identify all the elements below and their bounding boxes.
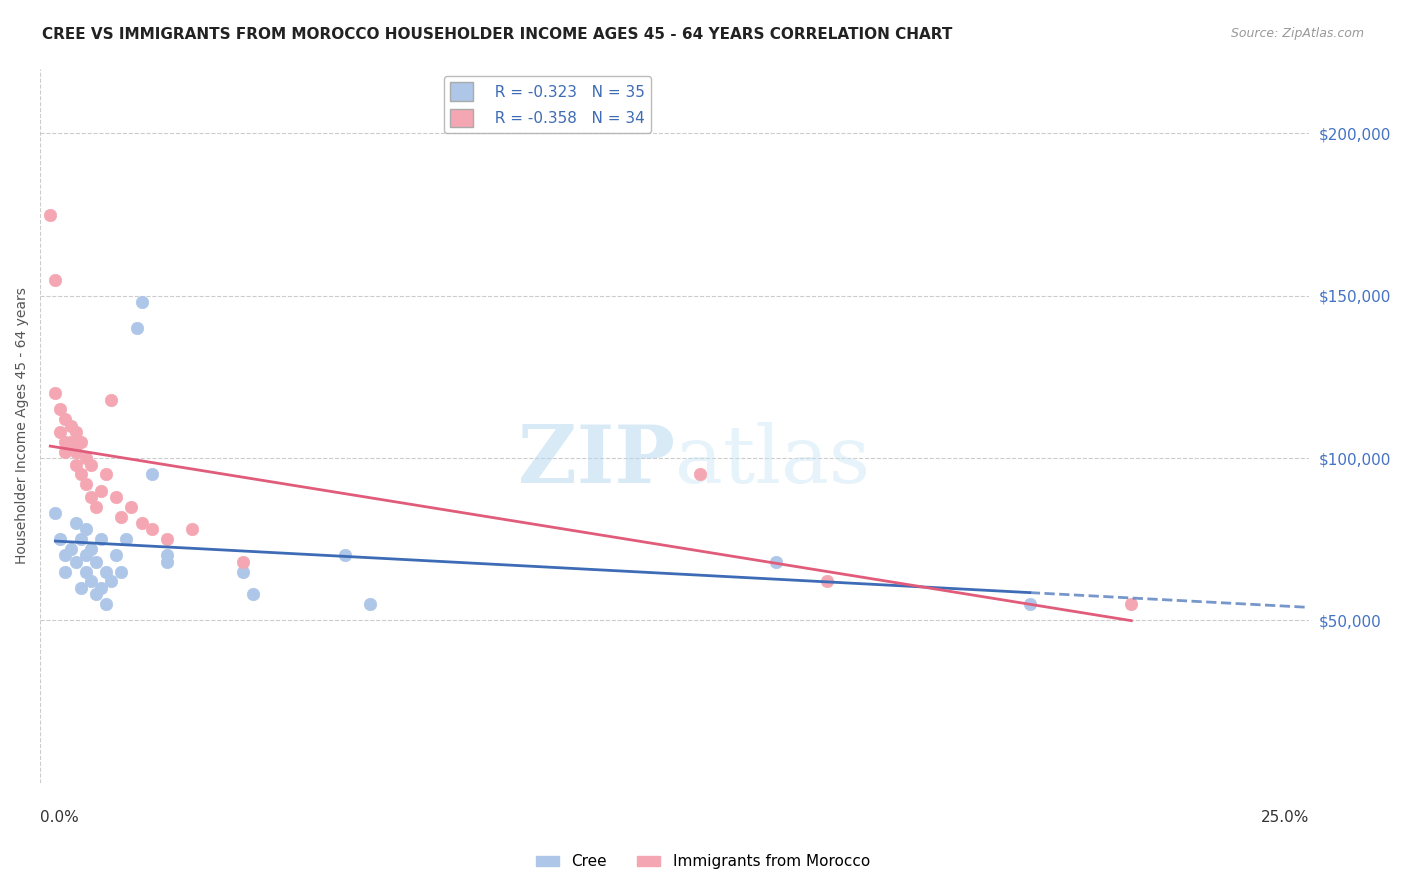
Point	[110, 565, 132, 579]
Point	[232, 565, 254, 579]
Legend:   R = -0.323   N = 35,   R = -0.358   N = 34: R = -0.323 N = 35, R = -0.358 N = 34	[444, 76, 651, 133]
Text: ZIP: ZIP	[517, 422, 675, 500]
Point	[49, 425, 72, 439]
Point	[84, 500, 107, 514]
Point	[80, 490, 103, 504]
Legend: Cree, Immigrants from Morocco: Cree, Immigrants from Morocco	[530, 848, 876, 875]
Text: Source: ZipAtlas.com: Source: ZipAtlas.com	[1230, 27, 1364, 40]
Point	[1121, 597, 1143, 611]
Point	[94, 565, 117, 579]
Text: atlas: atlas	[675, 422, 870, 500]
Point	[110, 509, 132, 524]
Point	[75, 477, 97, 491]
Point	[815, 574, 838, 589]
Point	[141, 523, 163, 537]
Point	[232, 555, 254, 569]
Point	[65, 444, 87, 458]
Text: 0.0%: 0.0%	[41, 810, 79, 825]
Point	[765, 555, 787, 569]
Point	[181, 523, 204, 537]
Point	[105, 490, 128, 504]
Point	[59, 434, 82, 449]
Point	[131, 516, 153, 530]
Point	[75, 451, 97, 466]
Point	[121, 500, 143, 514]
Point	[59, 418, 82, 433]
Point	[156, 555, 179, 569]
Point	[65, 555, 87, 569]
Point	[141, 467, 163, 482]
Point	[359, 597, 381, 611]
Point	[49, 402, 72, 417]
Point	[84, 555, 107, 569]
Point	[90, 581, 112, 595]
Point	[44, 386, 66, 401]
Point	[59, 541, 82, 556]
Point	[55, 444, 77, 458]
Point	[55, 565, 77, 579]
Point	[49, 533, 72, 547]
Point	[55, 549, 77, 563]
Point	[156, 533, 179, 547]
Y-axis label: Householder Income Ages 45 - 64 years: Householder Income Ages 45 - 64 years	[15, 287, 30, 564]
Point	[115, 533, 138, 547]
Point	[55, 412, 77, 426]
Point	[75, 549, 97, 563]
Point	[44, 272, 66, 286]
Point	[65, 425, 87, 439]
Point	[94, 597, 117, 611]
Point	[55, 434, 77, 449]
Point	[1018, 597, 1040, 611]
Point	[125, 321, 148, 335]
Point	[242, 587, 264, 601]
Point	[69, 467, 91, 482]
Point	[80, 574, 103, 589]
Point	[65, 458, 87, 472]
Point	[100, 392, 122, 407]
Point	[39, 208, 62, 222]
Point	[100, 574, 122, 589]
Point	[84, 587, 107, 601]
Text: 25.0%: 25.0%	[1261, 810, 1309, 825]
Point	[689, 467, 711, 482]
Point	[80, 458, 103, 472]
Point	[44, 506, 66, 520]
Point	[90, 483, 112, 498]
Point	[69, 533, 91, 547]
Point	[156, 549, 179, 563]
Point	[75, 523, 97, 537]
Point	[75, 565, 97, 579]
Text: CREE VS IMMIGRANTS FROM MOROCCO HOUSEHOLDER INCOME AGES 45 - 64 YEARS CORRELATIO: CREE VS IMMIGRANTS FROM MOROCCO HOUSEHOL…	[42, 27, 952, 42]
Point	[90, 533, 112, 547]
Point	[94, 467, 117, 482]
Point	[69, 581, 91, 595]
Point	[65, 516, 87, 530]
Point	[69, 434, 91, 449]
Point	[333, 549, 356, 563]
Point	[105, 549, 128, 563]
Point	[131, 295, 153, 310]
Point	[80, 541, 103, 556]
